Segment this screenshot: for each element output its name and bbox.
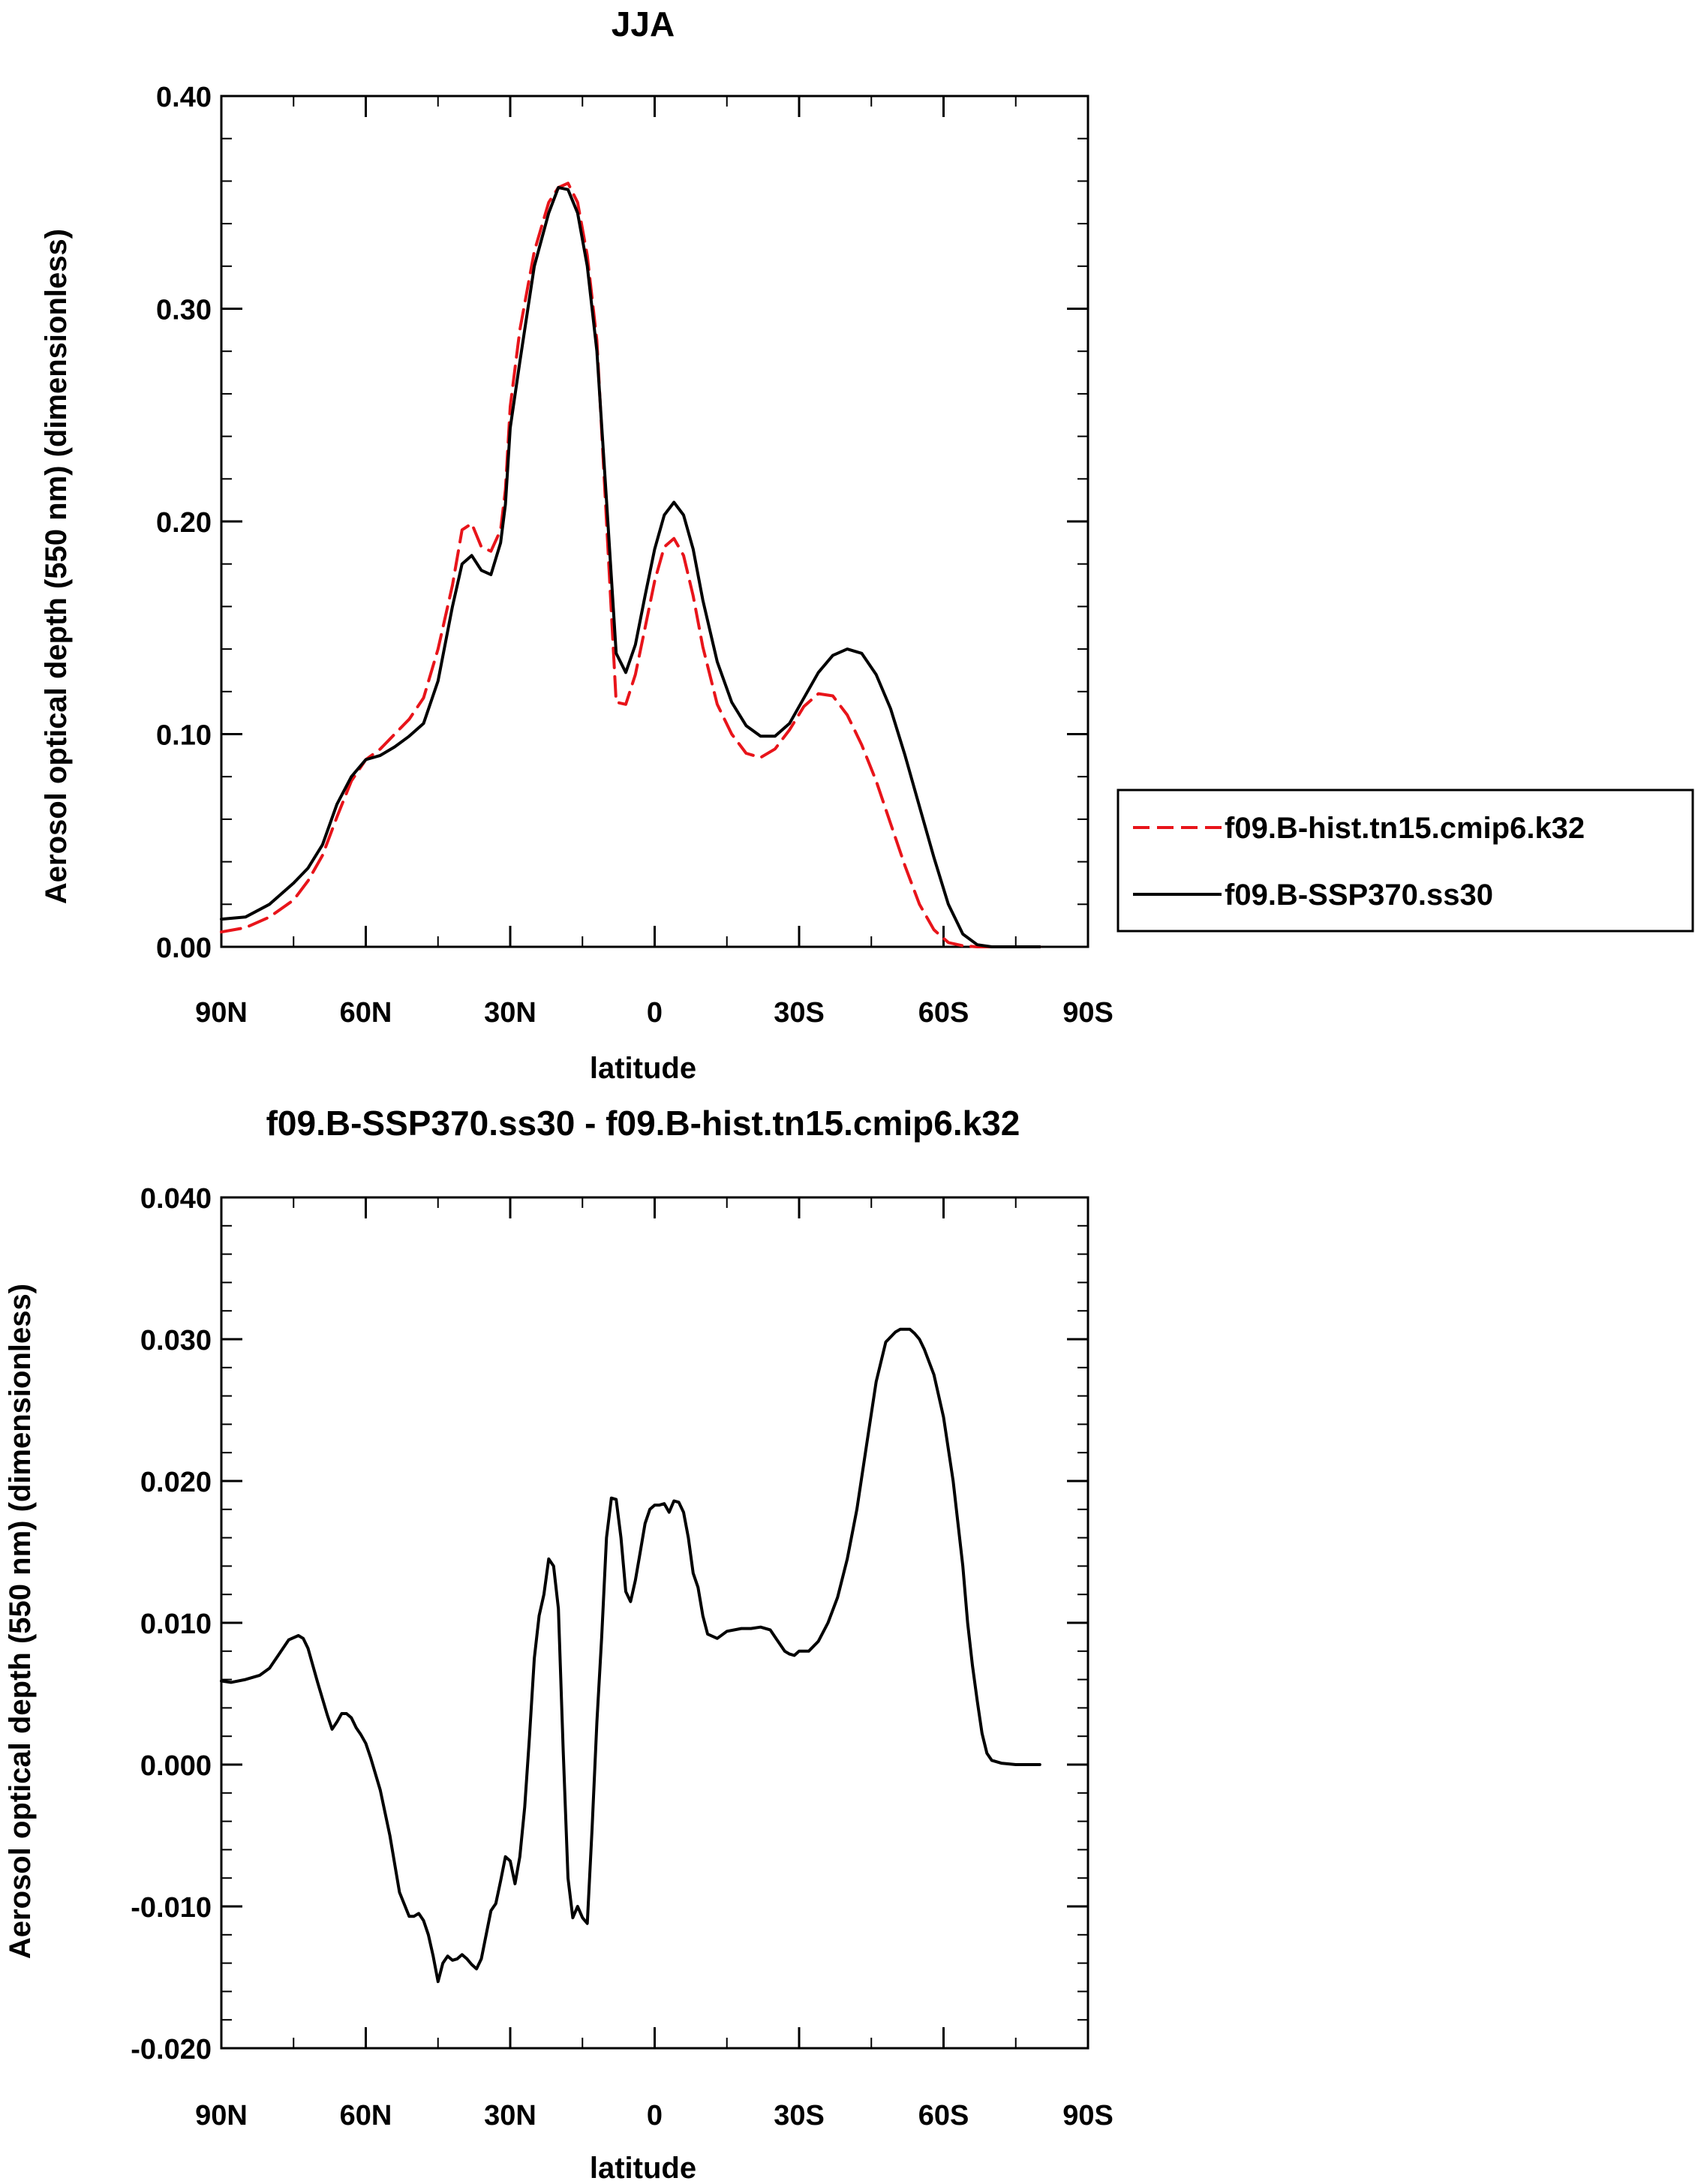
plot-frame xyxy=(220,95,1089,948)
plot-area: 90N 60N 30N 0 30S 60S 90S 0.00 0.10 0.20 0.30 0.40 xyxy=(156,82,1113,1029)
x-tick-label: 90N xyxy=(195,997,248,1029)
plot-frame xyxy=(220,1196,1089,2050)
x-tick-label: 60N xyxy=(340,997,392,1029)
y-tick-label: -0.020 xyxy=(131,2034,212,2065)
legend-box xyxy=(1116,789,1694,933)
x-tick-label: 90S xyxy=(1062,2100,1113,2131)
x-tick-label: 90N xyxy=(195,2100,248,2131)
y-tick-label: 0.000 xyxy=(140,1750,212,1782)
y-tick-label: 0.20 xyxy=(156,507,212,539)
x-axis-label: latitude xyxy=(590,1052,696,1085)
x-tick-label: 60N xyxy=(340,2100,392,2131)
x-tick-label: 30N xyxy=(484,997,536,1029)
y-tick-label: 0.10 xyxy=(156,720,212,752)
series-line-0 xyxy=(220,182,1041,948)
x-tick-label: 30S xyxy=(774,2100,825,2131)
y-tick-label: 0.40 xyxy=(156,82,212,113)
series-line-1 xyxy=(220,185,1041,948)
x-tick-label: 0 xyxy=(647,2100,663,2131)
aod-difference-chart: f09.B-SSP370.ss30 - f09.B-hist.tn15.cmip… xyxy=(4,1104,1113,2184)
legend-label-ssp370: f09.B-SSP370.ss30 xyxy=(1225,879,1493,912)
y-axis-label: Aerosol optical depth (550 nm) (dimensio… xyxy=(4,1284,37,1959)
y-axis-label: Aerosol optical depth (550 nm) (dimensio… xyxy=(40,229,73,904)
x-axis-label: latitude xyxy=(590,2152,696,2184)
legend: f09.B-hist.tn15.cmip6.k32 f09.B-SSP370.s… xyxy=(1116,789,1694,933)
x-tick-label: 60S xyxy=(918,997,969,1029)
x-tick-label: 30S xyxy=(774,997,825,1029)
y-tick-label: 0.040 xyxy=(140,1183,212,1215)
y-tick-label: -0.010 xyxy=(131,1892,212,1924)
x-tick-label: 60S xyxy=(918,2100,969,2131)
series-line-0 xyxy=(220,1327,1041,1984)
chart-title: f09.B-SSP370.ss30 - f09.B-hist.tn15.cmip… xyxy=(266,1104,1020,1143)
y-tick-label: 0.30 xyxy=(156,295,212,326)
x-tick-label: 90S xyxy=(1062,997,1113,1029)
y-tick-label: 0.020 xyxy=(140,1467,212,1498)
legend-label-hist: f09.B-hist.tn15.cmip6.k32 xyxy=(1225,812,1585,845)
aod-jja-chart: JJA 90N 60N 30N 0 30S 60S 90S 0.00 0.10 0.20 0.30 0… xyxy=(40,5,1113,1085)
x-tick-label: 0 xyxy=(647,997,663,1029)
x-tick-label: 30N xyxy=(484,2100,536,2131)
plot-area: 90N 60N 30N 0 30S 60S 90S -0.020 -0.010 0.000 0.01… xyxy=(131,1183,1113,2131)
y-tick-label: 0.010 xyxy=(140,1609,212,1640)
chart-title: JJA xyxy=(612,5,675,44)
y-tick-label: 0.030 xyxy=(140,1325,212,1356)
y-tick-label: 0.00 xyxy=(156,933,212,964)
